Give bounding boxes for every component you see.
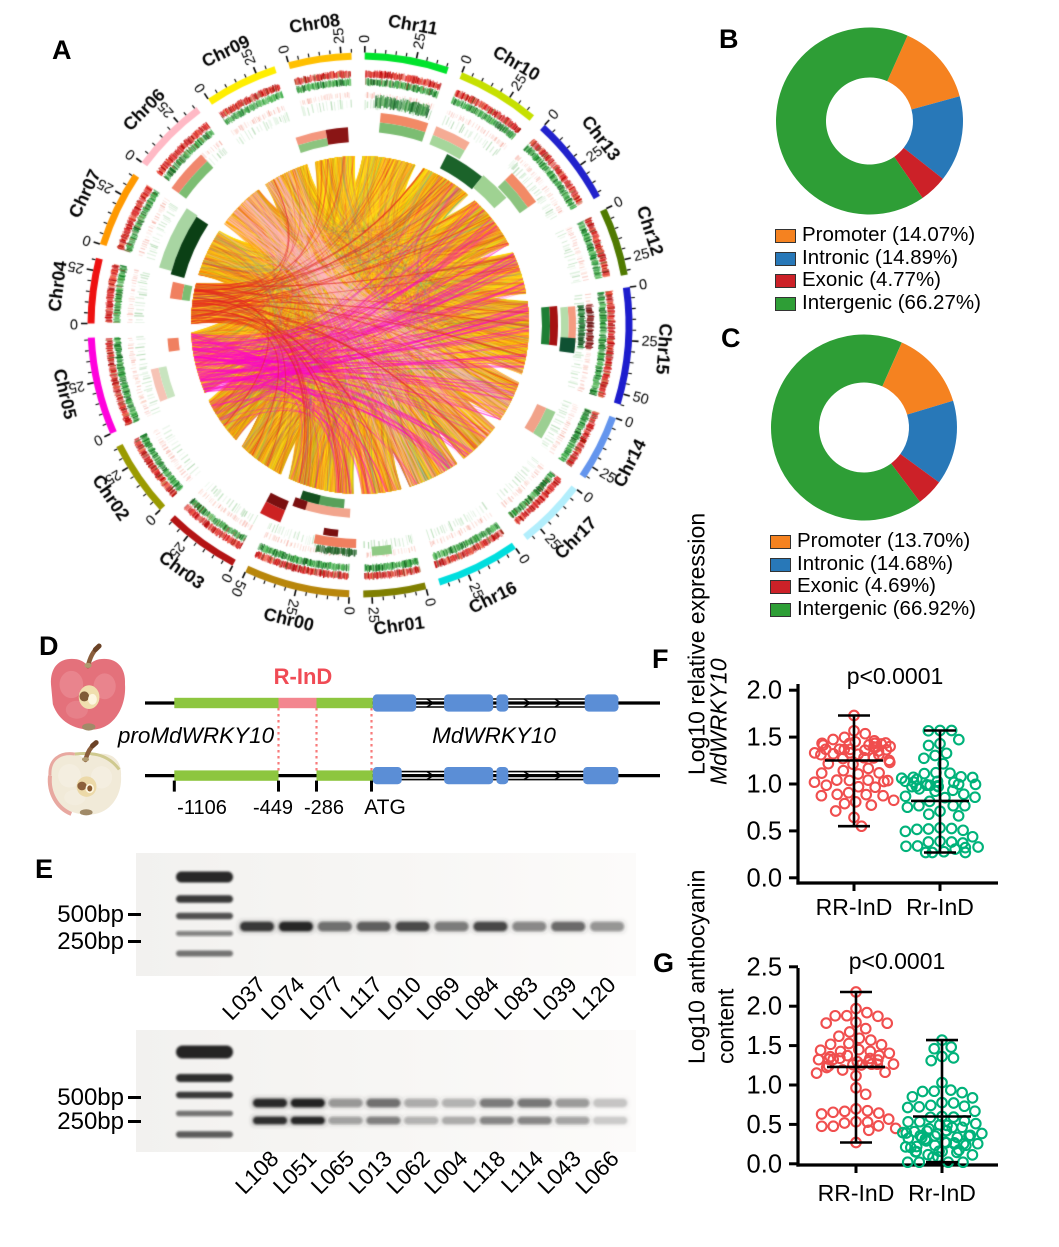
svg-text:L069: L069 bbox=[412, 972, 465, 1025]
svg-text:RR-InD: RR-InD bbox=[816, 894, 893, 920]
svg-text:L051: L051 bbox=[268, 1146, 321, 1199]
svg-text:0.5: 0.5 bbox=[747, 817, 782, 845]
svg-text:L062: L062 bbox=[382, 1146, 435, 1199]
svg-text:1.5: 1.5 bbox=[747, 1032, 782, 1060]
svg-text:2.5: 2.5 bbox=[747, 953, 782, 981]
svg-text:L039: L039 bbox=[529, 972, 582, 1025]
svg-text:proMdWRKY10: proMdWRKY10 bbox=[117, 723, 275, 748]
svg-text:L013: L013 bbox=[344, 1146, 397, 1199]
svg-text:0.5: 0.5 bbox=[747, 1111, 782, 1139]
svg-text:Rr-InD: Rr-InD bbox=[906, 894, 974, 920]
svg-text:ATG: ATG bbox=[364, 796, 406, 819]
svg-text:L004: L004 bbox=[419, 1146, 472, 1199]
svg-text:1.0: 1.0 bbox=[747, 771, 782, 799]
svg-text:L084: L084 bbox=[451, 972, 504, 1025]
svg-text:L065: L065 bbox=[306, 1146, 359, 1199]
svg-text:-286: -286 bbox=[304, 797, 344, 819]
svg-text:L117: L117 bbox=[335, 972, 387, 1024]
svg-text:p<0.0001: p<0.0001 bbox=[847, 663, 944, 689]
svg-text:Rr-InD: Rr-InD bbox=[908, 1180, 976, 1206]
svg-text:L037: L037 bbox=[217, 972, 270, 1025]
svg-text:2.0: 2.0 bbox=[747, 993, 782, 1021]
svg-text:0.0: 0.0 bbox=[747, 864, 782, 892]
svg-text:L120: L120 bbox=[568, 972, 621, 1025]
svg-text:RR-InD: RR-InD bbox=[818, 1180, 895, 1206]
svg-text:L077: L077 bbox=[295, 972, 348, 1025]
svg-text:L043: L043 bbox=[533, 1146, 586, 1199]
svg-text:L010: L010 bbox=[373, 972, 426, 1025]
svg-text:0.0: 0.0 bbox=[747, 1150, 782, 1178]
svg-text:R-InD: R-InD bbox=[274, 664, 333, 689]
svg-text:L108: L108 bbox=[230, 1146, 283, 1199]
svg-text:L118: L118 bbox=[458, 1146, 510, 1198]
svg-text:L074: L074 bbox=[256, 972, 309, 1025]
svg-text:L066: L066 bbox=[571, 1146, 624, 1199]
svg-text:-1106: -1106 bbox=[177, 797, 227, 819]
svg-text:MdWRKY10: MdWRKY10 bbox=[432, 723, 556, 748]
svg-text:1.5: 1.5 bbox=[747, 724, 782, 752]
svg-text:1.0: 1.0 bbox=[747, 1072, 782, 1100]
svg-text:2.0: 2.0 bbox=[747, 677, 782, 705]
svg-text:-449: -449 bbox=[253, 797, 293, 819]
svg-text:p<0.0001: p<0.0001 bbox=[849, 948, 946, 974]
svg-text:L083: L083 bbox=[490, 972, 543, 1025]
